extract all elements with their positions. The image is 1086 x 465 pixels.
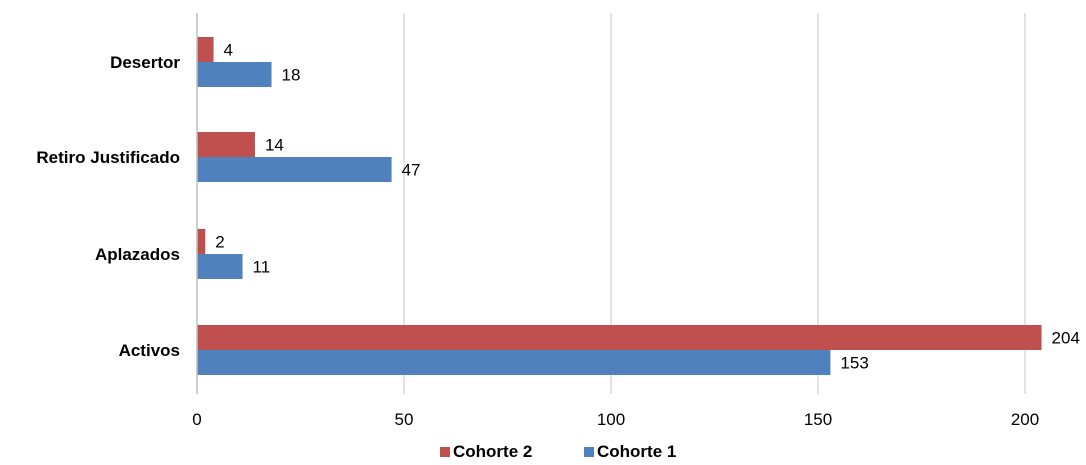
bars	[197, 37, 1042, 375]
bar-cohorte-1-activos	[197, 350, 831, 375]
x-tick-label: 200	[1011, 410, 1039, 429]
category-label: Activos	[119, 341, 180, 360]
legend-label: Cohorte 2	[453, 442, 532, 461]
category-label: Aplazados	[95, 245, 180, 264]
data-label: 14	[265, 136, 284, 155]
data-label: 47	[402, 161, 421, 180]
bar-cohorte-1-aplazados	[197, 254, 243, 279]
category-label: Desertor	[110, 53, 180, 72]
x-tick-label: 100	[597, 410, 625, 429]
data-label: 18	[282, 66, 301, 85]
legend-swatch-cohorte-1	[584, 447, 594, 457]
data-label: 153	[840, 354, 868, 373]
bar-cohorte-1-retiro-justificado	[197, 157, 392, 182]
legend-label: Cohorte 1	[597, 442, 676, 461]
data-label: 4	[224, 41, 233, 60]
bar-cohorte-2-desertor	[197, 37, 214, 62]
bar-cohorte-2-aplazados	[197, 229, 206, 254]
bar-cohorte-2-activos	[197, 325, 1042, 350]
x-tick-label: 50	[395, 410, 414, 429]
bar-cohorte-2-retiro-justificado	[197, 132, 255, 157]
x-tick-label: 0	[192, 410, 201, 429]
category-label: Retiro Justificado	[36, 148, 180, 167]
legend: Cohorte 2 Cohorte 1	[440, 442, 676, 461]
bar-cohorte-1-desertor	[197, 62, 272, 87]
data-label: 204	[1052, 329, 1080, 348]
data-label: 11	[253, 258, 271, 277]
labels: 0 50 100 150 200 4 18 Desertor 14 47 Retiro Justif…	[36, 41, 1080, 430]
data-label: 2	[215, 233, 224, 252]
legend-swatch-cohorte-2	[440, 447, 450, 457]
x-tick-label: 150	[804, 410, 832, 429]
